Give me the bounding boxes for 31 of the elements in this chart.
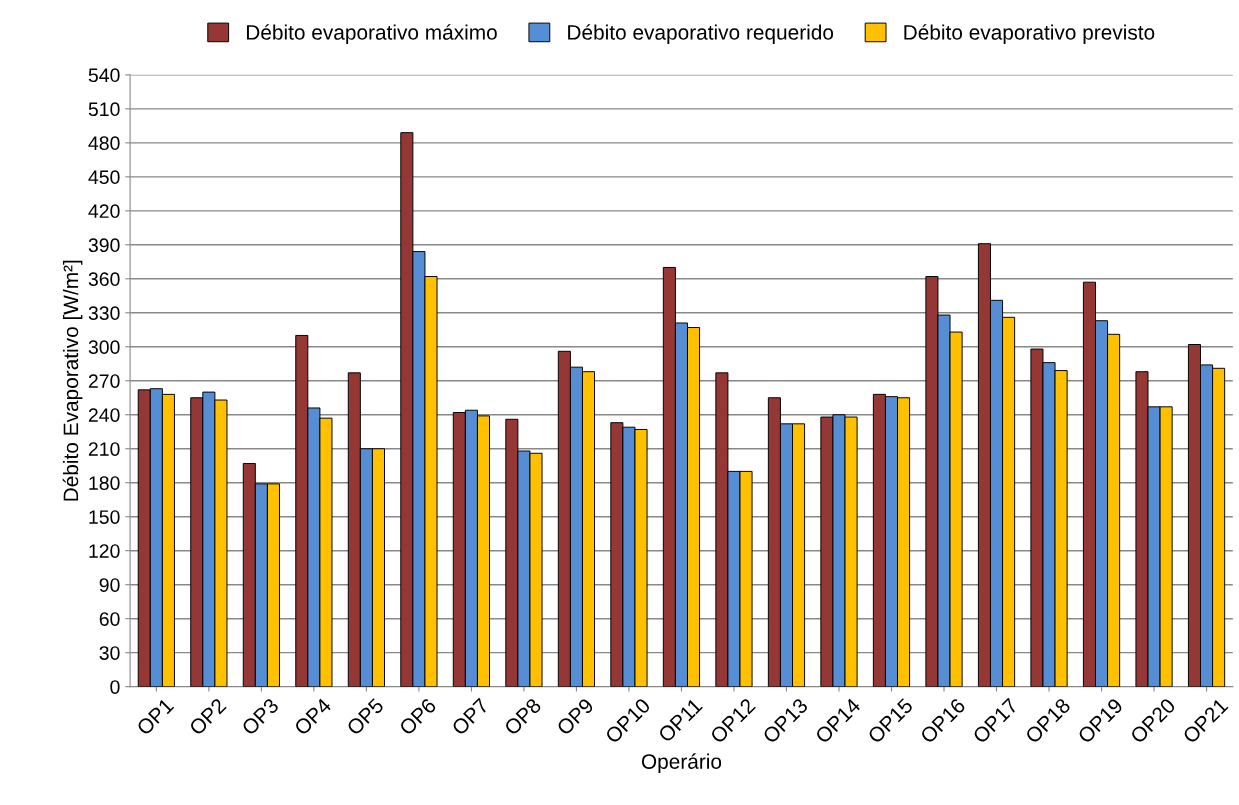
x-tick-label: OP2 (188, 697, 227, 736)
y-tick-label: 180 (89, 476, 120, 490)
y-tick-label: 0 (110, 680, 120, 694)
y-tick-label: 90 (99, 578, 120, 592)
x-tick-label: OP6 (398, 697, 437, 736)
y-tick-label: 240 (88, 408, 120, 422)
y-tick-label: 360 (88, 272, 120, 287)
x-tick-label: OP9 (555, 697, 595, 736)
y-tick-label: 270 (88, 374, 120, 388)
y-tick-label: 60 (99, 612, 120, 626)
x-tick-label: OP4 (293, 697, 333, 736)
x-axis-title: Operário (641, 753, 722, 774)
y-tick-label: 30 (99, 646, 120, 660)
y-tick-label: 480 (88, 136, 120, 151)
legend-label: Débito evaporativo requerido (568, 24, 834, 44)
y-tick-label: 210 (88, 442, 120, 456)
y-tick-label: 300 (88, 340, 120, 355)
y-tick-label: 150 (89, 510, 120, 524)
y-tick-label: 330 (88, 306, 120, 321)
legend-label: Débito evaporativo previsto (904, 24, 1155, 44)
y-tick-label: 390 (88, 238, 120, 253)
y-tick-label: 120 (89, 544, 120, 558)
x-tick-label: OP1 (135, 697, 175, 736)
x-tick-label: OP8 (503, 697, 542, 736)
y-tick-label: 510 (88, 102, 120, 117)
y-axis-title: Débito Evaporativo [W/m²] (62, 260, 83, 501)
x-tick-label: OP3 (240, 697, 280, 736)
y-tick-label: 450 (88, 170, 120, 185)
y-tick-label: 540 (88, 68, 120, 83)
legend-label: Débito evaporativo máximo (246, 24, 497, 44)
y-tick-label: 420 (88, 204, 120, 219)
